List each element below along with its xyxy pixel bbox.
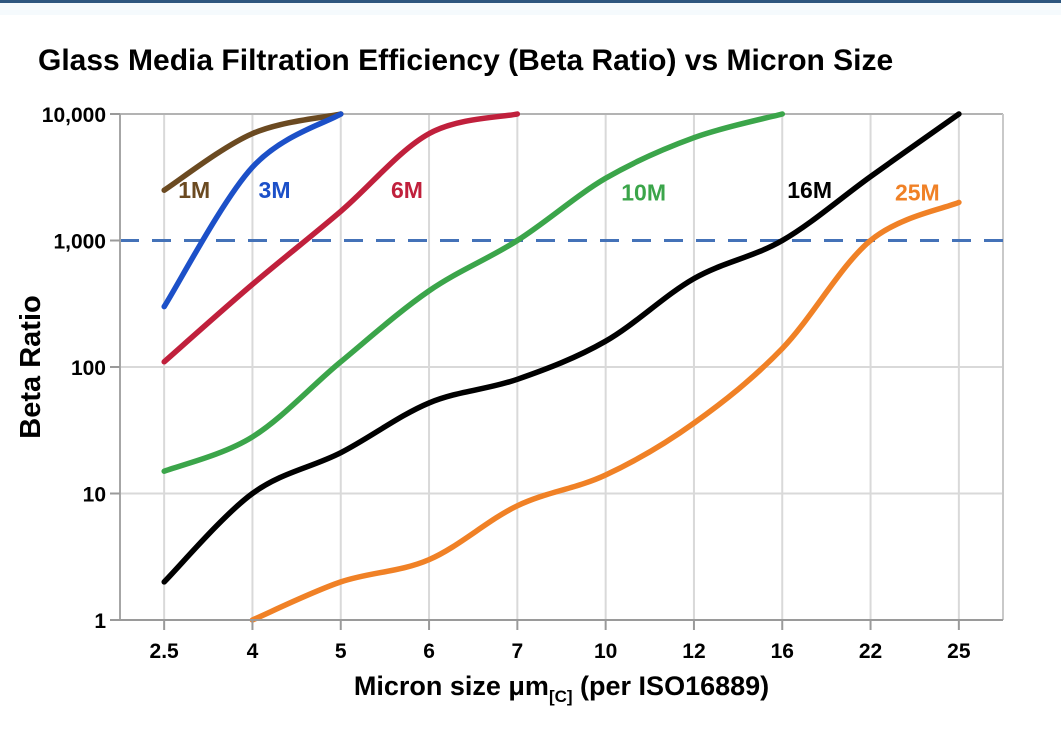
x-tick-label: 12 [682, 640, 705, 663]
y-tick-label: 1 [94, 610, 106, 633]
y-tick-label: 10 [83, 484, 106, 507]
curve-3M [161, 111, 344, 310]
y-axis-title: Beta Ratio [15, 295, 47, 438]
x-tick-label: 5 [335, 640, 347, 663]
x-tick-label: 25 [947, 640, 971, 663]
x-axis-title: Micron size μm[C] (per ISO16889) [354, 671, 769, 706]
x-tick-label: 4 [247, 640, 259, 663]
x-tick-label: 22 [859, 640, 882, 663]
y-tick-label: 10,000 [42, 104, 106, 127]
chart-title: Glass Media Filtration Efficiency (Beta … [38, 44, 894, 77]
curve-16M [161, 111, 962, 585]
gridlines-layer [120, 113, 1004, 620]
x-tick-label: 10 [594, 640, 617, 663]
series-label-25M: 25M [895, 179, 940, 205]
y-tick-label: 100 [71, 357, 106, 380]
series-label-16M: 16M [787, 177, 832, 203]
series-label-1M: 1M [178, 177, 210, 203]
curve-1M [161, 111, 344, 193]
curve-10M [161, 111, 786, 474]
x-tick-label: 2.5 [150, 640, 180, 663]
y-tick-label: 1,000 [53, 231, 106, 254]
series-label-3M: 3M [259, 177, 291, 203]
series-label-6M: 6M [391, 177, 423, 203]
x-tick-label: 7 [512, 640, 524, 663]
series-label-10M: 10M [621, 179, 666, 205]
x-tick-label: 6 [423, 640, 435, 663]
x-tick-label: 16 [771, 640, 794, 663]
axes-layer [110, 113, 1003, 630]
curve-6M [161, 111, 521, 365]
top-border-line [0, 0, 1061, 3]
labels-layer: 1 10 100 1,000 10,000 2.5 4 5 6 7 10 12 16 22 25 Micron… [15, 104, 971, 706]
curve-25M [249, 199, 962, 623]
curves-layer [161, 111, 962, 623]
top-border-tint [0, 3, 1061, 15]
